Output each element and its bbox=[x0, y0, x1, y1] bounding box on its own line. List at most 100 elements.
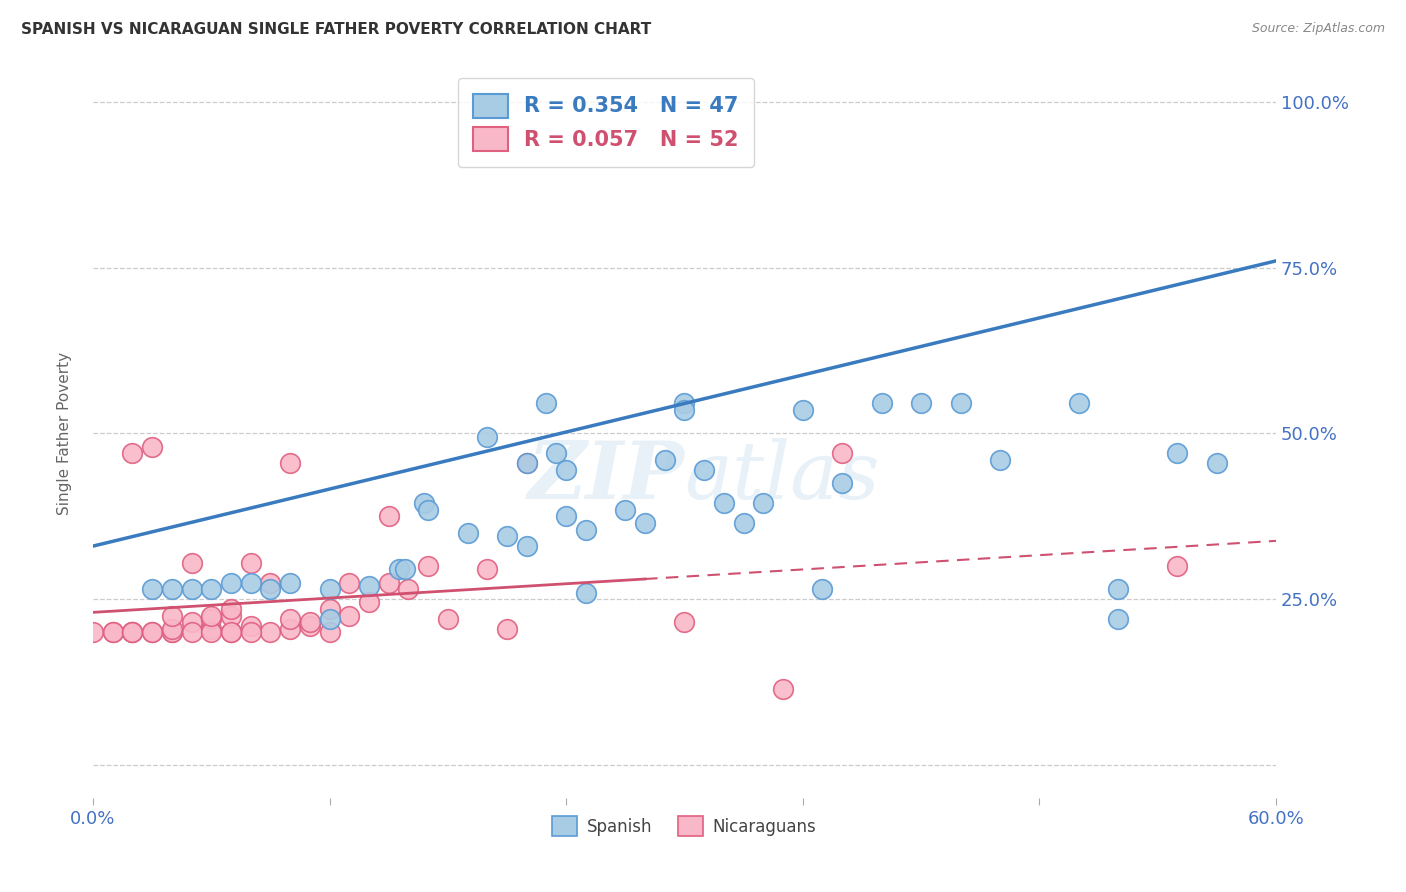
Point bbox=[259, 575, 281, 590]
Point bbox=[394, 562, 416, 576]
Point bbox=[82, 625, 104, 640]
Point bbox=[337, 575, 360, 590]
Point bbox=[278, 612, 301, 626]
Point bbox=[1205, 456, 1227, 470]
Point bbox=[180, 556, 202, 570]
Point bbox=[634, 516, 657, 530]
Point bbox=[614, 502, 637, 516]
Point bbox=[673, 396, 696, 410]
Point bbox=[337, 608, 360, 623]
Point bbox=[831, 476, 853, 491]
Point bbox=[160, 582, 183, 597]
Point bbox=[200, 608, 222, 623]
Point bbox=[141, 582, 163, 597]
Point bbox=[673, 403, 696, 417]
Point bbox=[1067, 396, 1090, 410]
Point bbox=[910, 396, 932, 410]
Point bbox=[141, 625, 163, 640]
Point bbox=[121, 446, 143, 460]
Point bbox=[278, 622, 301, 636]
Point bbox=[516, 539, 538, 553]
Point bbox=[259, 625, 281, 640]
Point bbox=[219, 625, 242, 640]
Point bbox=[278, 456, 301, 470]
Point bbox=[377, 509, 399, 524]
Point bbox=[318, 612, 340, 626]
Point bbox=[141, 440, 163, 454]
Text: atlas: atlas bbox=[685, 438, 880, 516]
Point bbox=[318, 602, 340, 616]
Point bbox=[673, 615, 696, 630]
Point bbox=[752, 496, 775, 510]
Point bbox=[101, 625, 124, 640]
Point bbox=[398, 582, 420, 597]
Point bbox=[318, 582, 340, 597]
Point bbox=[792, 403, 814, 417]
Point bbox=[141, 625, 163, 640]
Point bbox=[1107, 612, 1129, 626]
Point bbox=[200, 612, 222, 626]
Point bbox=[555, 463, 578, 477]
Point bbox=[239, 575, 262, 590]
Point bbox=[180, 615, 202, 630]
Point bbox=[516, 456, 538, 470]
Point bbox=[811, 582, 834, 597]
Point bbox=[949, 396, 972, 410]
Point bbox=[418, 559, 440, 574]
Point bbox=[200, 622, 222, 636]
Point bbox=[713, 496, 735, 510]
Point bbox=[180, 625, 202, 640]
Point bbox=[160, 625, 183, 640]
Point bbox=[121, 625, 143, 640]
Legend: Spanish, Nicaraguans: Spanish, Nicaraguans bbox=[544, 807, 825, 845]
Point bbox=[298, 618, 321, 632]
Point bbox=[477, 430, 499, 444]
Point bbox=[870, 396, 893, 410]
Point bbox=[413, 496, 436, 510]
Point bbox=[160, 622, 183, 636]
Point bbox=[693, 463, 716, 477]
Point bbox=[437, 612, 460, 626]
Point bbox=[121, 625, 143, 640]
Text: ZIP: ZIP bbox=[527, 438, 685, 516]
Point bbox=[318, 625, 340, 640]
Point bbox=[555, 509, 578, 524]
Point bbox=[377, 575, 399, 590]
Point bbox=[654, 453, 676, 467]
Point bbox=[298, 615, 321, 630]
Point bbox=[516, 456, 538, 470]
Point bbox=[219, 575, 242, 590]
Text: SPANISH VS NICARAGUAN SINGLE FATHER POVERTY CORRELATION CHART: SPANISH VS NICARAGUAN SINGLE FATHER POVE… bbox=[21, 22, 651, 37]
Point bbox=[160, 625, 183, 640]
Point bbox=[200, 582, 222, 597]
Y-axis label: Single Father Poverty: Single Father Poverty bbox=[58, 351, 72, 515]
Point bbox=[200, 625, 222, 640]
Point bbox=[278, 575, 301, 590]
Point bbox=[219, 608, 242, 623]
Point bbox=[180, 582, 202, 597]
Point bbox=[239, 556, 262, 570]
Point bbox=[496, 622, 519, 636]
Point bbox=[357, 595, 380, 609]
Point bbox=[457, 525, 479, 540]
Point bbox=[575, 585, 598, 599]
Point bbox=[121, 625, 143, 640]
Point bbox=[418, 502, 440, 516]
Point bbox=[357, 579, 380, 593]
Point bbox=[988, 453, 1011, 467]
Point bbox=[496, 529, 519, 543]
Point bbox=[259, 582, 281, 597]
Point bbox=[546, 446, 568, 460]
Point bbox=[575, 523, 598, 537]
Point bbox=[733, 516, 755, 530]
Point bbox=[1107, 582, 1129, 597]
Point bbox=[831, 446, 853, 460]
Point bbox=[772, 681, 794, 696]
Point bbox=[1166, 446, 1188, 460]
Point bbox=[219, 625, 242, 640]
Point bbox=[477, 562, 499, 576]
Point bbox=[388, 562, 411, 576]
Point bbox=[239, 625, 262, 640]
Point bbox=[219, 602, 242, 616]
Text: Source: ZipAtlas.com: Source: ZipAtlas.com bbox=[1251, 22, 1385, 36]
